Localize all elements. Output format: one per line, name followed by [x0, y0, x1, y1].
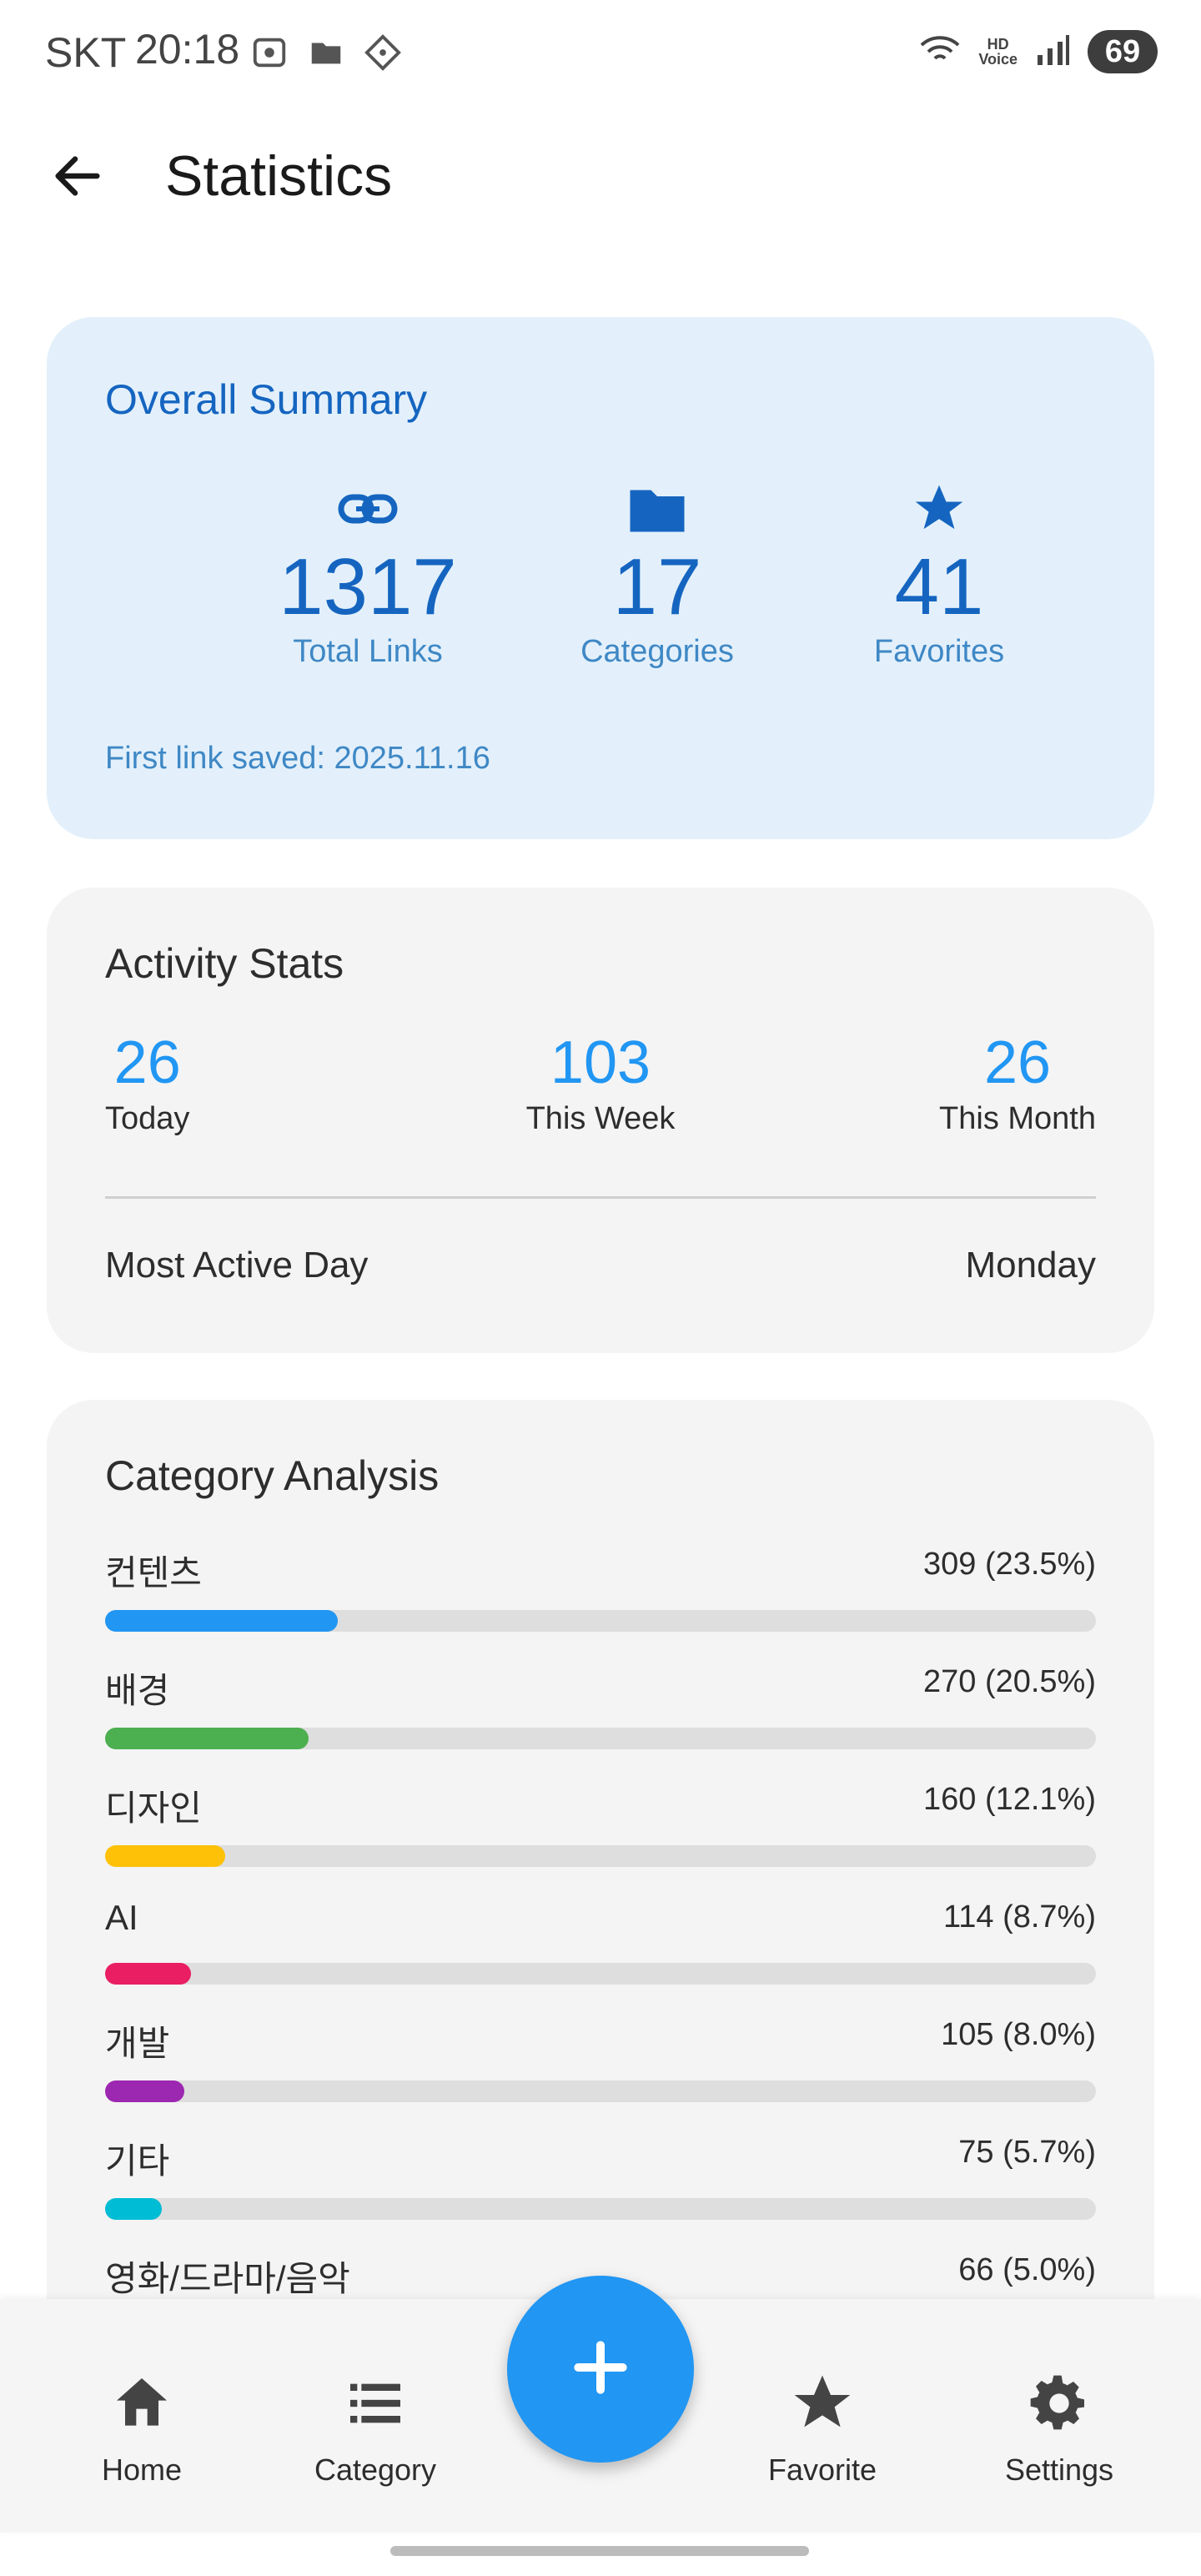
today-label: Today [105, 1101, 190, 1136]
total-links-stat: 1317 Total Links [243, 484, 493, 670]
category-name: 개발 [105, 2024, 170, 2063]
star-icon [814, 484, 1064, 534]
category-count: 309 (23.5%) [922, 1547, 1096, 1582]
total-links-value: 1317 [279, 542, 457, 631]
categories-stat: 17 Categories [532, 484, 782, 670]
nav-category[interactable]: Category [284, 2366, 467, 2488]
home-icon [50, 2366, 234, 2441]
wifi-icon [918, 32, 962, 73]
category-progress-fill [105, 1728, 309, 1749]
page-title: Statistics [165, 144, 393, 208]
clock: 20:18 [135, 26, 240, 73]
activity-title: Activity Stats [105, 940, 344, 987]
category-name: 컨텐츠 [105, 1553, 202, 1592]
battery-icon: 69 [1088, 30, 1158, 73]
app-bar: Statistics [0, 125, 1201, 225]
notification-icons [250, 33, 402, 76]
category-row: AI 114 (8.7%) [105, 1898, 1096, 1998]
system-icons: HD Voice 69 [918, 30, 1158, 73]
week-value: 103 [550, 1029, 651, 1096]
category-analysis-title: Category Analysis [105, 1452, 440, 1499]
category-row: 디자인 160 (12.1%) [105, 1780, 1096, 1880]
divider [105, 1196, 1096, 1199]
category-count: 75 (5.7%) [958, 2135, 1096, 2170]
summary-title: Overall Summary [105, 376, 428, 423]
category-progress-fill [105, 1610, 338, 1632]
link-icon [243, 484, 493, 534]
today-value: 26 [113, 1029, 181, 1096]
category-name: 기타 [105, 2141, 170, 2181]
nav-favorite[interactable]: Favorite [731, 2366, 914, 2488]
carrier-label: SKT [45, 29, 127, 76]
category-progress-track [105, 2080, 1096, 2102]
favorites-label: Favorites [873, 634, 1005, 669]
plus-icon [567, 2334, 634, 2405]
nav-home-label: Home [101, 2453, 183, 2487]
total-links-label: Total Links [293, 634, 443, 669]
nav-home[interactable]: Home [50, 2366, 234, 2488]
nav-settings-label: Settings [1004, 2453, 1114, 2487]
month-label: This Month [939, 1101, 1096, 1136]
category-row: 컨텐츠 309 (23.5%) [105, 1545, 1096, 1645]
favorites-value: 41 [894, 542, 984, 631]
categories-value: 17 [612, 542, 702, 631]
activity-stats-card: Activity Stats 26 Today 103 This Week 26… [47, 888, 1154, 1353]
category-progress-fill [105, 1963, 191, 1985]
category-progress-fill [105, 1845, 225, 1867]
category-progress-fill [105, 2080, 184, 2102]
screenshot-icon [250, 33, 289, 76]
category-name: AI [105, 1898, 138, 1937]
category-row: 배경 270 (20.5%) [105, 1663, 1096, 1763]
month-value: 26 [983, 1029, 1052, 1096]
category-name: 배경 [105, 1671, 170, 1710]
category-name: 영화/드라마/음악 [105, 2259, 350, 2298]
favorites-stat: 41 Favorites [814, 484, 1064, 670]
category-progress-track [105, 2198, 1096, 2220]
category-name: 디자인 [105, 1789, 202, 1828]
category-progress-track [105, 1845, 1096, 1867]
add-link-button[interactable] [507, 2276, 694, 2463]
most-active-day-value: Monday [965, 1245, 1096, 1285]
signal-icon [1034, 32, 1071, 73]
nav-settings[interactable]: Settings [967, 2366, 1151, 2488]
category-row: 개발 105 (8.0%) [105, 2015, 1096, 2116]
nav-favorite-label: Favorite [767, 2453, 877, 2487]
most-active-day-label: Most Active Day [105, 1245, 369, 1285]
overall-summary-card: Overall Summary 1317 Total Links 17 Cate… [47, 317, 1154, 839]
hd-voice-icon: HD Voice [978, 36, 1018, 68]
status-bar: SKT 20:18 HD Voice 69 [0, 0, 1201, 107]
category-count: 105 (8.0%) [941, 2017, 1096, 2052]
category-row: 기타 75 (5.7%) [105, 2133, 1096, 2233]
list-icon [284, 2366, 467, 2441]
category-progress-track [105, 1963, 1096, 1985]
first-link-saved-text: First link saved: 2025.11.16 [105, 741, 490, 776]
home-indicator[interactable] [390, 2546, 809, 2556]
week-stat: 103 This Week [492, 1029, 709, 1137]
today-stat: 26 Today [105, 1029, 189, 1137]
category-progress-track [105, 1610, 1096, 1632]
categories-label: Categories [580, 634, 734, 669]
category-count: 270 (20.5%) [922, 1664, 1096, 1699]
star-nav-icon [731, 2366, 914, 2441]
week-label: This Week [525, 1101, 676, 1136]
folder-icon [532, 484, 782, 534]
category-count: 66 (5.0%) [958, 2252, 1096, 2287]
category-progress-fill [105, 2198, 162, 2220]
back-arrow-icon[interactable] [48, 147, 107, 205]
folder-status-icon [307, 33, 345, 76]
gear-icon [967, 2366, 1151, 2441]
category-count: 160 (12.1%) [922, 1782, 1096, 1817]
app-status-icon [364, 33, 402, 76]
category-count: 114 (8.7%) [942, 1899, 1096, 1935]
category-progress-track [105, 1728, 1096, 1749]
month-stat: 26 This Month [939, 1029, 1096, 1137]
nav-category-label: Category [314, 2453, 437, 2487]
